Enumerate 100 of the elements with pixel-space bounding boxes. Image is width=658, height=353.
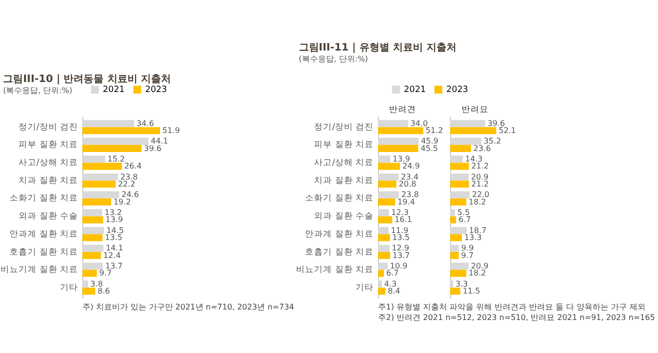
bar xyxy=(450,180,469,188)
data-label: 35.2 xyxy=(484,136,502,146)
bar xyxy=(450,191,470,198)
data-label: 13.7 xyxy=(392,250,410,260)
bar xyxy=(450,280,454,288)
bar xyxy=(450,173,469,181)
data-label: 9.9 xyxy=(461,244,474,253)
bar xyxy=(378,209,389,216)
data-label: 13.5 xyxy=(392,232,410,242)
data-label: 18.2 xyxy=(468,268,486,278)
bar xyxy=(378,198,396,206)
bar xyxy=(82,216,104,224)
data-label: 23.8 xyxy=(120,172,138,182)
bar xyxy=(450,244,459,252)
data-label: 20.9 xyxy=(471,262,488,271)
data-label: 13.7 xyxy=(105,262,123,271)
bar xyxy=(82,144,142,152)
bar xyxy=(82,209,102,216)
bar xyxy=(450,162,469,170)
bar xyxy=(378,252,390,260)
data-label: 14.5 xyxy=(106,226,124,235)
bar xyxy=(378,191,400,198)
data-label: 14.3 xyxy=(465,154,483,164)
y-tick-label: 호흡기 질환 치료 xyxy=(305,247,374,258)
data-label: 9.7 xyxy=(461,250,474,260)
x-axis-title: 반려묘 xyxy=(461,105,488,116)
bar xyxy=(378,173,399,181)
y-tick-label: 안과계 질환 치료 xyxy=(305,229,374,240)
x-axis-title: 반려견 xyxy=(389,105,416,116)
bar xyxy=(82,162,122,170)
data-label: 12.4 xyxy=(103,250,121,260)
bar xyxy=(450,138,482,145)
data-label: 39.6 xyxy=(488,118,505,128)
bar xyxy=(82,198,112,206)
bar xyxy=(82,156,106,163)
data-label: 3.3 xyxy=(455,279,468,288)
bar xyxy=(82,288,96,295)
data-label: 12.3 xyxy=(391,208,409,218)
data-label: 13.3 xyxy=(464,232,482,242)
data-label: 4.3 xyxy=(384,279,397,288)
y-tick-label: 소화기 질환 치료 xyxy=(10,194,78,204)
data-label: 20.8 xyxy=(398,179,416,188)
data-label: 6.7 xyxy=(386,268,399,278)
bar xyxy=(82,180,116,188)
data-label: 9.7 xyxy=(99,268,112,278)
data-label: 34.6 xyxy=(136,118,154,128)
data-label: 15.2 xyxy=(107,154,125,164)
data-label: 20.9 xyxy=(471,172,488,182)
chart-title: 그림III-10 | 반려동물 치료비 지출처 xyxy=(3,74,171,85)
text: 주) 치료비가 있는 가구만 2021년 n=710, 2023년 n=734 xyxy=(82,302,294,312)
bar xyxy=(378,234,390,242)
data-label: 23.8 xyxy=(401,190,419,200)
data-label: 13.5 xyxy=(104,232,122,242)
bar xyxy=(378,280,382,288)
y-tick-label: 외과 질환 수술 xyxy=(314,212,374,222)
data-label: 22.0 xyxy=(472,190,490,200)
y-tick-label: 소화기 질환 치료 xyxy=(305,194,374,204)
data-label: 39.6 xyxy=(144,144,162,153)
y-tick-label: 기타 xyxy=(60,282,78,293)
bar xyxy=(378,244,390,252)
y-tick-label: 정기/장비 검진 xyxy=(314,122,374,132)
data-label: 3.8 xyxy=(90,279,103,288)
data-label: 52.1 xyxy=(498,126,516,135)
bar xyxy=(378,120,408,127)
data-label: 8.4 xyxy=(388,286,400,296)
data-label: 19.2 xyxy=(113,197,131,206)
data-label: 18.2 xyxy=(468,197,486,206)
y-tick-label: 호흡기 질환 치료 xyxy=(10,247,78,258)
data-label: 11.5 xyxy=(462,286,480,296)
bar xyxy=(378,226,389,234)
data-label: 13.9 xyxy=(392,154,410,164)
bar xyxy=(378,162,400,170)
data-label: 34.0 xyxy=(410,118,428,128)
data-label: 6.7 xyxy=(458,215,471,224)
bar xyxy=(450,156,463,163)
bar xyxy=(378,288,386,295)
bar xyxy=(378,138,419,145)
y-tick-label: 기타 xyxy=(356,282,374,293)
bar xyxy=(450,226,467,234)
legend-label: 2023 xyxy=(145,85,168,96)
bar xyxy=(378,144,418,152)
data-label: 10.9 xyxy=(390,262,408,271)
bar xyxy=(82,234,103,242)
legend-label: 2021 xyxy=(102,85,125,96)
chart-title: 그림III-11 | 유형별 치료비 지출처 xyxy=(298,42,456,54)
bar xyxy=(450,198,466,206)
data-label: 13.2 xyxy=(104,208,122,218)
bar xyxy=(82,120,134,127)
y-tick-label: 사고/상해 치료 xyxy=(314,158,374,168)
y-tick-label: 비뇨기계 질환 치료 xyxy=(0,265,78,276)
y-tick-label: 치과 질환 치료 xyxy=(314,176,374,186)
data-label: 16.1 xyxy=(394,215,412,224)
data-label: 11.9 xyxy=(390,226,408,235)
data-label: 12.9 xyxy=(392,244,410,253)
bar xyxy=(82,191,120,198)
bar xyxy=(378,127,424,134)
data-label: 26.4 xyxy=(124,162,142,171)
data-label: 22.2 xyxy=(118,179,136,188)
data-label: 21.2 xyxy=(471,179,489,188)
bar xyxy=(82,138,148,145)
